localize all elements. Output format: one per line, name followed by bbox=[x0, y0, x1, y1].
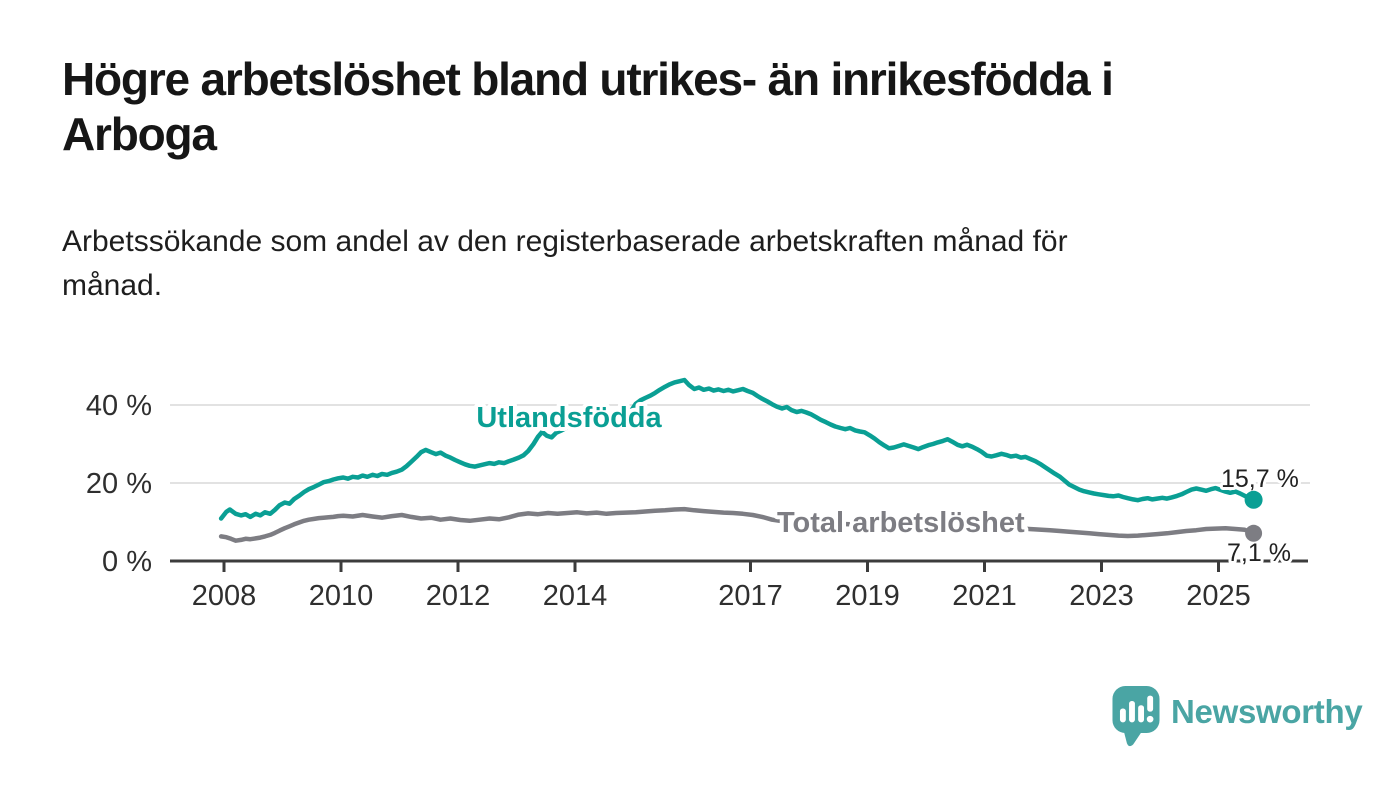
x-axis-labels: 2008 2010 2012 2014 2017 2019 2021 2023 2025 bbox=[192, 580, 1251, 612]
x-tick-label-2025: 2025 bbox=[1186, 580, 1251, 612]
x-tick-label-2017: 2017 bbox=[718, 580, 783, 612]
x-tick-label-2010: 2010 bbox=[309, 580, 374, 612]
end-value-label-total: 7,1 % bbox=[1227, 539, 1291, 567]
series-end-dots bbox=[1244, 490, 1263, 542]
series-lines bbox=[218, 377, 1256, 543]
x-tick-label-2019: 2019 bbox=[835, 580, 900, 612]
page-subtitle: Arbetssökande som andel av den registerb… bbox=[62, 220, 1068, 307]
page-title: Högre arbetslöshet bland utrikes- än inr… bbox=[62, 52, 1114, 162]
x-tick-label-2014: 2014 bbox=[543, 580, 608, 612]
page-subtitle-line-1: Arbetssökande som andel av den registerb… bbox=[62, 225, 1068, 258]
x-axis bbox=[170, 559, 1308, 572]
y-axis-labels: 0 % 20 % 40 % bbox=[86, 390, 152, 578]
series-label-utlandsfodda: Utlandsfödda bbox=[476, 402, 662, 434]
y-tick-label-20: 20 % bbox=[86, 468, 152, 500]
series-line-0 bbox=[218, 377, 1256, 521]
page-title-line-2: Arboga bbox=[62, 108, 217, 161]
brand-name: Newsworthy bbox=[1171, 693, 1363, 730]
page-title-line-1: Högre arbetslöshet bland utrikes- än inr… bbox=[62, 53, 1114, 105]
x-tick-label-2012: 2012 bbox=[426, 580, 491, 612]
y-tick-label-0: 0 % bbox=[102, 546, 152, 578]
x-tick-label-2008: 2008 bbox=[192, 580, 257, 612]
gridlines bbox=[170, 404, 1310, 484]
newsworthy-bubble-chart-icon bbox=[1112, 686, 1160, 747]
y-tick-label-40: 40 % bbox=[86, 390, 152, 422]
newsworthy-logo[interactable]: Newsworthy bbox=[1112, 686, 1363, 748]
x-tick-label-2023: 2023 bbox=[1069, 580, 1134, 612]
series-line-1 bbox=[218, 506, 1256, 543]
page-subtitle-line-2: månad. bbox=[62, 268, 163, 302]
end-value-label-utlandsfodda: 15,7 % bbox=[1221, 465, 1299, 493]
x-tick-label-2021: 2021 bbox=[952, 580, 1017, 612]
series-end-dot-1 bbox=[1245, 524, 1263, 542]
series-label-total-arbetsloshet: Total arbetslöshet bbox=[777, 507, 1025, 539]
series-end-dot-0 bbox=[1244, 490, 1263, 509]
